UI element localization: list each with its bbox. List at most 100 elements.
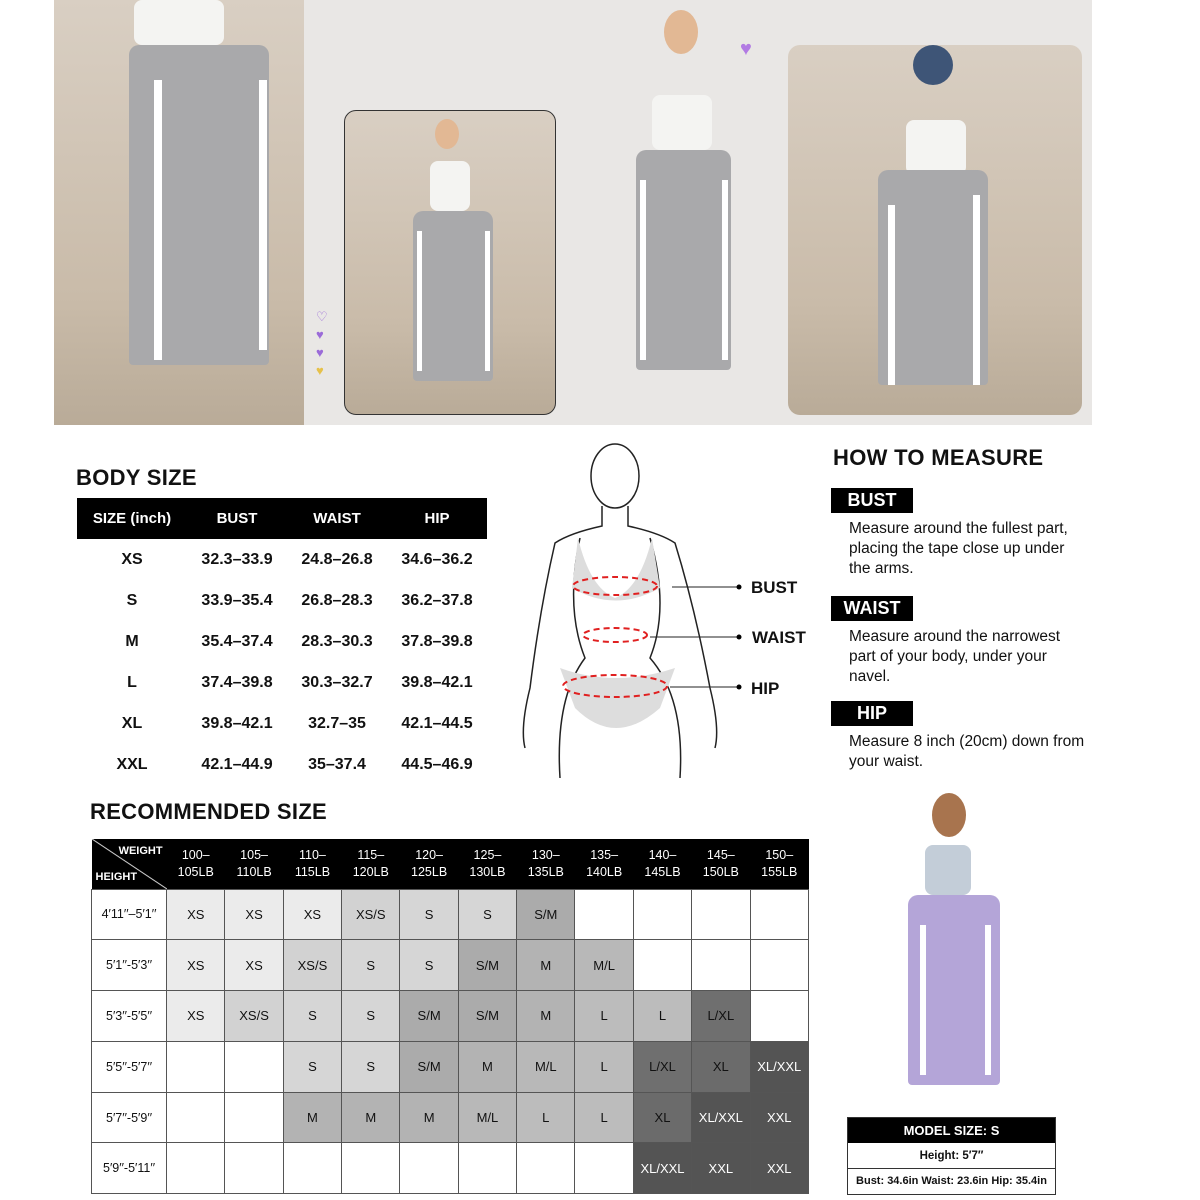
weight-to: 105LB (177, 864, 214, 879)
body-size-row: S 33.9–35.4 26.8–28.3 36.2–37.8 (77, 580, 487, 621)
weight-from: 145– (706, 847, 735, 862)
size-cell: L (516, 1091, 576, 1144)
size-cell: S (282, 990, 343, 1042)
size-cell (691, 939, 751, 992)
size-cell (166, 1091, 226, 1144)
size-cell: L (574, 1091, 634, 1144)
heart-icon: ♥ (740, 38, 752, 60)
body-size-cell: 44.5–46.9 (401, 755, 473, 773)
weight-from: 100– (181, 847, 210, 862)
weight-from: 125– (473, 847, 502, 862)
weight-from: 110– (298, 847, 326, 862)
size-cell: S (341, 990, 401, 1042)
body-size-cell: 24.8–26.8 (301, 550, 373, 568)
weight-header: 110– 115LB (283, 839, 342, 889)
size-cell: M (282, 1091, 343, 1144)
recommended-row: 5′1′′-5′3′′ XS XS XS/S S S S/M M M/L (90, 939, 809, 992)
size-cell: M (516, 990, 576, 1042)
weight-from: 105– (240, 847, 268, 862)
body-size-cell: 34.6–36.2 (401, 550, 473, 568)
size-cell (341, 1142, 401, 1195)
diagram-label-waist: WAIST (752, 628, 806, 647)
weight-to: 115LB (294, 864, 331, 879)
recommended-size-title: RECOMMENDED SIZE (90, 799, 328, 824)
size-cell (166, 1142, 226, 1195)
size-cell (399, 1142, 459, 1195)
weight-to: 150LB (702, 864, 739, 879)
size-cell: M/L (574, 939, 634, 992)
size-cell: S (399, 888, 459, 941)
body-measurement-diagram (522, 443, 742, 779)
size-cell: XXL (691, 1142, 751, 1195)
weight-header: 105– 110LB (224, 839, 284, 889)
body-size-cell: 37.4–39.8 (201, 673, 273, 691)
size-cell: S/M (457, 990, 518, 1042)
size-cell: XS (166, 939, 226, 992)
body-size-cell: XXL (116, 755, 148, 773)
model-photo-3 (604, 0, 754, 425)
height-cell: 5′5′′-5′7′′ (90, 1040, 168, 1093)
size-cell (749, 939, 809, 992)
weight-from: 130– (531, 847, 560, 862)
height-cell: 5′7′′-5′9′′ (90, 1091, 168, 1144)
model-height: Height: 5′7′′ (848, 1143, 1055, 1169)
waist-description: Measure around the narrowest part of you… (849, 628, 1061, 685)
size-cell: XXL (749, 1091, 809, 1144)
size-cell: L (574, 990, 634, 1042)
height-cell: 5′9′′-5′11′′ (90, 1142, 168, 1195)
size-cell: M/L (457, 1091, 518, 1144)
size-cell: XS (224, 939, 284, 992)
col-header: HIP (387, 498, 487, 539)
size-cell: S/M (516, 888, 576, 941)
weight-header: 140– 145LB (633, 839, 692, 889)
height-label: HEIGHT (95, 870, 138, 883)
size-cell: S (341, 1040, 401, 1093)
size-cell (457, 1142, 518, 1195)
body-size-cell: 28.3–30.3 (301, 632, 373, 650)
size-cell: XL/XXL (632, 1142, 693, 1195)
size-cell: L (632, 990, 693, 1042)
size-cell: S/M (399, 990, 459, 1042)
size-cell: S/M (399, 1040, 459, 1093)
body-size-row: XL 39.8–42.1 32.7–35 42.1–44.5 (77, 703, 487, 744)
recommended-size-table: WEIGHT HEIGHT 100– 105LB 105– 110LB 110– 115L… (90, 839, 809, 1195)
size-cell (224, 1040, 284, 1093)
body-size-cell: L (127, 673, 137, 691)
weight-header: 145– 150LB (691, 839, 750, 889)
size-cell: XL (691, 1040, 751, 1093)
weight-header: 130– 135LB (516, 839, 575, 889)
size-cell: L/XL (691, 990, 751, 1042)
size-cell: S (282, 1040, 343, 1093)
weight-to: 140LB (586, 864, 623, 879)
body-size-cell: 33.9–35.4 (201, 591, 273, 609)
weight-header: 100– 105LB (166, 839, 225, 889)
model-photo-2 (344, 110, 556, 415)
body-size-row: L 37.4–39.8 30.3–32.7 39.8–42.1 (77, 662, 487, 703)
weight-to: 145LB (644, 864, 681, 879)
col-header: WAIST (287, 498, 387, 539)
size-cell: S (457, 888, 518, 941)
body-size-title: BODY SIZE (76, 465, 197, 490)
size-cell: XXL (749, 1142, 809, 1195)
hip-description: Measure 8 inch (20cm) down from your wai… (849, 733, 1085, 770)
body-size-row: M 35.4–37.4 28.3–30.3 37.8–39.8 (77, 621, 487, 662)
size-cell: XL/XXL (691, 1091, 751, 1144)
size-cell (516, 1142, 576, 1195)
model-photo-1 (54, 0, 304, 425)
weight-to: 125LB (411, 864, 448, 879)
bust-tag: BUST (831, 488, 913, 513)
weight-from: 140– (648, 847, 677, 862)
size-cell: S (341, 939, 401, 992)
size-cell (224, 1142, 284, 1195)
hip-tag: HIP (831, 701, 913, 726)
weight-to: 130LB (469, 864, 506, 879)
body-size-cell: 42.1–44.9 (201, 755, 273, 773)
size-cell: M (341, 1091, 401, 1144)
col-header: SIZE (inch) (77, 498, 188, 539)
body-size-cell: 42.1–44.5 (401, 714, 473, 732)
size-cell (282, 1142, 343, 1195)
recommended-row: 5′5′′-5′7′′ S S S/M M M/L L L/XL XL XL/XXL (90, 1040, 809, 1093)
model-measurements: Bust: 34.6in Waist: 23.6in Hip: 35.4in (856, 1175, 1047, 1187)
size-cell (632, 939, 693, 992)
size-cell: XS (282, 888, 343, 941)
